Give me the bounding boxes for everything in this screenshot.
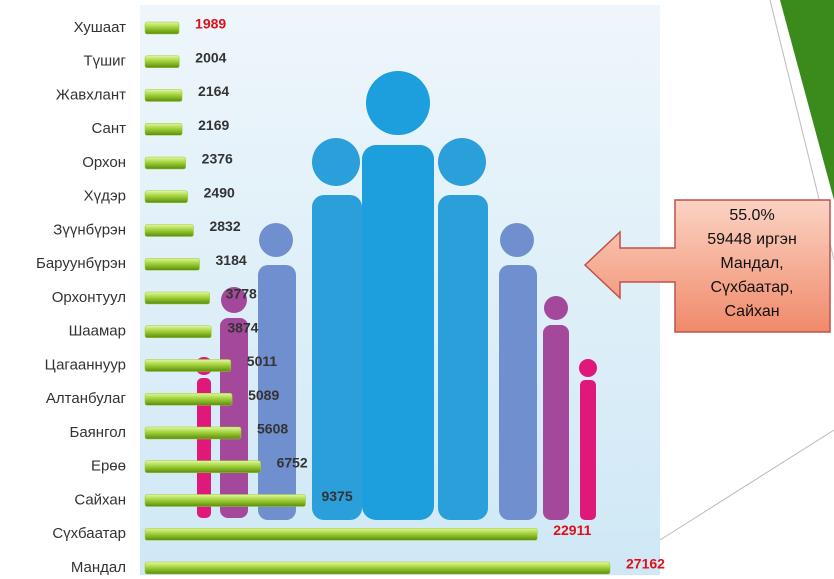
bar (144, 123, 183, 136)
bar (144, 528, 538, 541)
decor-line (659, 429, 834, 541)
category-label: Баруунбүрэн (36, 255, 126, 272)
bar (144, 494, 306, 507)
category-label: Ерөө (91, 458, 126, 475)
value-label: 5608 (257, 421, 288, 437)
decor-triangle (780, 0, 834, 200)
category-label: Сант (92, 120, 127, 137)
category-label: Сүхбаатар (52, 525, 126, 542)
bar (144, 258, 200, 271)
bar (144, 224, 194, 237)
value-label: 2832 (209, 218, 240, 234)
bar (144, 55, 180, 68)
annotation-text: Сайхан (724, 303, 779, 320)
bar (144, 460, 261, 473)
value-label: 22911 (553, 522, 591, 538)
callout (583, 199, 831, 333)
category-label: Сайхан (74, 491, 126, 508)
annotation-text: Сүхбаатар, (710, 279, 793, 296)
category-label: Хушаат (74, 19, 127, 36)
category-label: Орхон (82, 154, 126, 171)
value-label: 2164 (198, 83, 229, 99)
value-label: 2490 (204, 184, 235, 200)
value-label: 27162 (626, 556, 665, 572)
value-label: 2169 (198, 117, 229, 133)
annotation-text: 55.0% (729, 207, 774, 224)
category-label: Зүүнбүрэн (53, 221, 126, 238)
annotation-text: 59448 иргэн (707, 231, 797, 248)
bar (144, 89, 183, 102)
value-label: 5089 (248, 387, 279, 403)
value-label: 2004 (195, 49, 226, 65)
annotation-text: Мандал, (720, 255, 783, 272)
bar (144, 393, 233, 406)
bar (144, 291, 210, 305)
category-label: Хүдэр (84, 188, 126, 205)
bar (144, 156, 186, 170)
category-label: Орхонтуул (52, 289, 126, 306)
bar (144, 21, 180, 35)
category-label: Жавхлант (56, 86, 126, 103)
value-label: 1989 (195, 16, 226, 32)
value-label: 6752 (277, 454, 308, 470)
bar (144, 325, 212, 338)
bar (144, 426, 242, 440)
bar (144, 190, 188, 203)
category-label: Алтанбулаг (46, 390, 127, 407)
category-label: Баянгол (70, 424, 127, 441)
category-label: Түшиг (83, 53, 126, 70)
bar (144, 359, 232, 372)
category-label: Мандал (71, 559, 126, 576)
bar (144, 561, 611, 575)
value-label: 3184 (216, 252, 247, 268)
category-label: Шаамар (69, 323, 126, 340)
value-label: 3874 (227, 319, 258, 335)
value-label: 5011 (247, 353, 278, 369)
value-label: 9375 (321, 488, 352, 504)
category-label: Цагааннуур (45, 356, 126, 373)
value-label: 3778 (226, 286, 257, 302)
people-illustration (195, 71, 597, 520)
value-label: 2376 (202, 151, 233, 167)
